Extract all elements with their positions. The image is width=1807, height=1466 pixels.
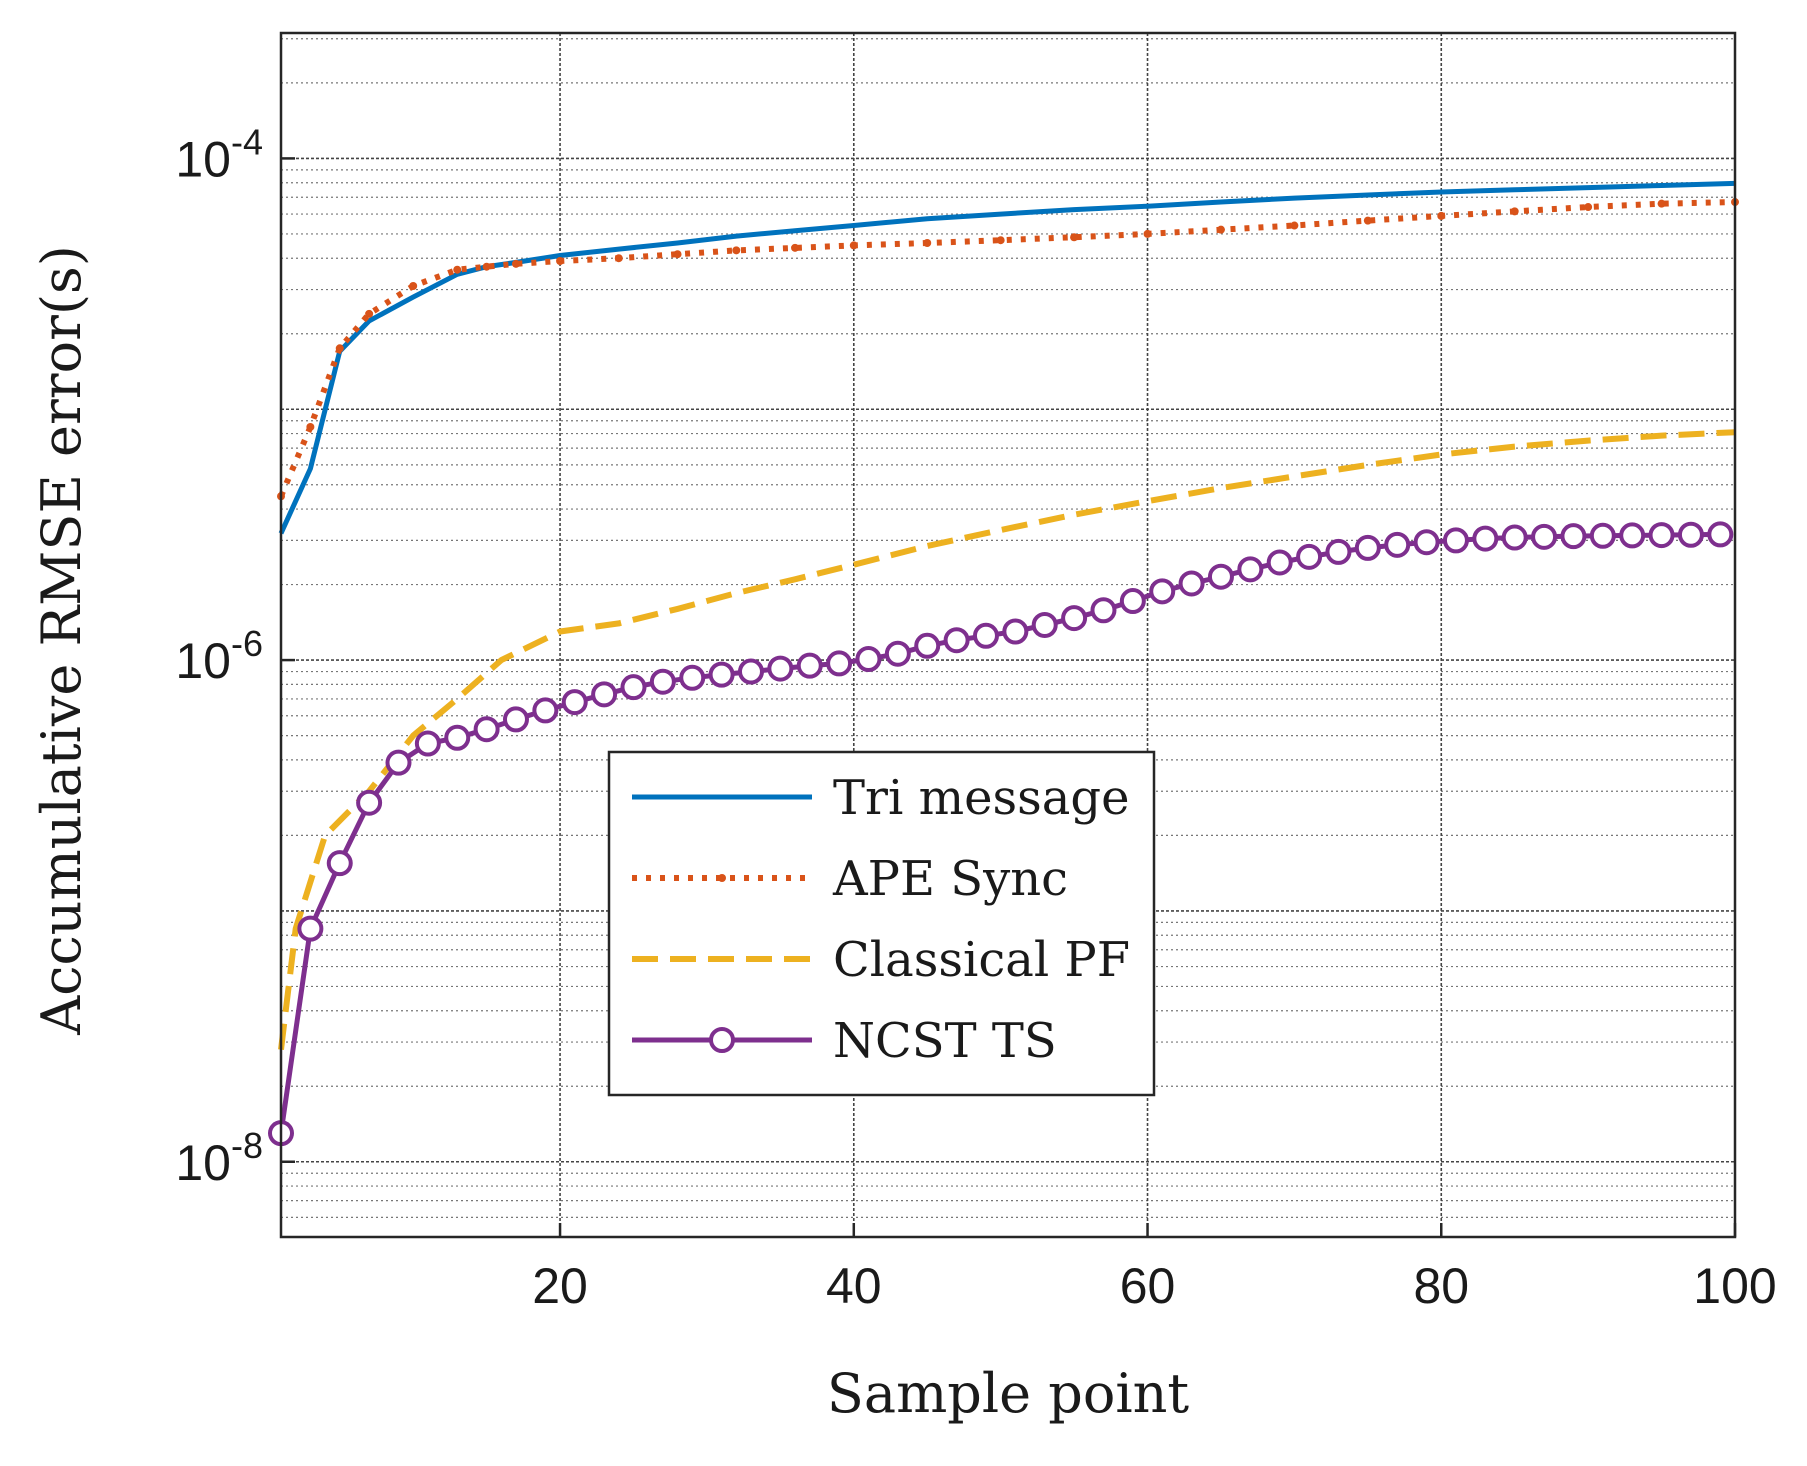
data-point bbox=[1384, 531, 1411, 558]
data-point bbox=[826, 650, 853, 677]
legend-label-3: NCST TS bbox=[833, 1013, 1057, 1069]
y-axis-ticks: 10-4 10-6 10-8 bbox=[175, 121, 295, 1191]
data-point bbox=[409, 282, 418, 291]
data-point bbox=[532, 697, 559, 724]
data-point bbox=[502, 706, 529, 733]
data-point bbox=[849, 241, 858, 250]
data-point bbox=[1061, 605, 1088, 632]
data-point bbox=[1707, 521, 1734, 548]
data-point bbox=[1149, 578, 1176, 605]
data-point bbox=[791, 243, 800, 252]
data-point bbox=[943, 627, 970, 654]
data-point bbox=[297, 915, 324, 942]
data-point bbox=[614, 254, 623, 263]
data-point bbox=[1501, 524, 1528, 551]
y-axis-label: Accumulative RMSE error(s) bbox=[30, 245, 93, 1036]
series-line-0 bbox=[278, 180, 1736, 535]
data-point bbox=[1354, 534, 1381, 561]
data-point bbox=[1143, 229, 1152, 238]
x-tick-label: 60 bbox=[1120, 1258, 1176, 1314]
y-tick-label: 10-6 bbox=[175, 623, 263, 689]
data-point bbox=[972, 622, 999, 649]
series-line-1 bbox=[278, 199, 1736, 498]
data-point bbox=[1510, 207, 1519, 216]
plot-frame bbox=[279, 31, 1737, 1239]
data-point bbox=[1266, 549, 1293, 576]
data-point bbox=[511, 259, 520, 268]
data-point bbox=[1363, 216, 1372, 225]
data-point bbox=[796, 652, 823, 679]
data-point bbox=[1216, 225, 1225, 234]
data-point bbox=[1413, 529, 1440, 556]
x-axis-ticks: 20 40 60 80 100 bbox=[532, 1223, 1777, 1314]
data-point bbox=[708, 661, 735, 688]
data-point bbox=[444, 724, 471, 751]
x-axis-label: Sample point bbox=[827, 1362, 1189, 1425]
data-point bbox=[356, 789, 383, 816]
data-point bbox=[737, 658, 764, 685]
legend-label-2: Classical PF bbox=[833, 932, 1130, 988]
data-point bbox=[996, 236, 1005, 245]
legend-label-0: Tri message bbox=[833, 770, 1130, 826]
data-point bbox=[365, 309, 374, 318]
data-point bbox=[767, 655, 794, 682]
data-point bbox=[1207, 563, 1234, 590]
data-point bbox=[1560, 523, 1587, 550]
data-point bbox=[1472, 525, 1499, 552]
legend: Tri message APE Sync Classical PF NCST TS bbox=[607, 750, 1156, 1097]
data-point bbox=[453, 265, 462, 274]
y-tick-label: 10-4 bbox=[175, 121, 263, 187]
data-point bbox=[1589, 522, 1616, 549]
data-point bbox=[923, 239, 932, 248]
data-point bbox=[1119, 588, 1146, 615]
data-point bbox=[732, 246, 741, 255]
data-point bbox=[679, 664, 706, 691]
data-point bbox=[482, 262, 491, 271]
data-point bbox=[1002, 618, 1029, 645]
data-point bbox=[1531, 523, 1558, 550]
data-point bbox=[673, 250, 682, 259]
data-point bbox=[326, 850, 353, 877]
data-point bbox=[306, 422, 315, 431]
x-tick-label: 40 bbox=[826, 1258, 882, 1314]
data-point bbox=[1325, 538, 1352, 565]
data-point bbox=[1237, 556, 1264, 583]
data-point bbox=[620, 674, 647, 701]
data-point bbox=[1657, 199, 1666, 208]
data-point bbox=[1178, 570, 1205, 597]
data-point bbox=[335, 344, 344, 353]
legend-label-1: APE Sync bbox=[832, 851, 1068, 907]
legend-marker bbox=[718, 874, 726, 882]
data-point bbox=[1290, 221, 1299, 230]
data-point bbox=[1619, 522, 1646, 549]
data-point bbox=[914, 632, 941, 659]
data-point bbox=[1031, 611, 1058, 638]
data-point bbox=[1442, 527, 1469, 554]
x-tick-label: 20 bbox=[532, 1258, 588, 1314]
data-point bbox=[1090, 597, 1117, 624]
data-point bbox=[1296, 543, 1323, 570]
x-tick-label: 100 bbox=[1693, 1258, 1776, 1314]
data-point bbox=[1648, 522, 1675, 549]
data-point bbox=[591, 681, 618, 708]
data-point bbox=[1437, 211, 1446, 220]
data-point bbox=[473, 716, 500, 743]
data-point bbox=[385, 749, 412, 776]
data-point bbox=[561, 689, 588, 716]
data-point bbox=[414, 730, 441, 757]
data-point bbox=[855, 645, 882, 672]
series-group bbox=[268, 180, 1739, 1147]
data-point bbox=[1584, 203, 1593, 212]
data-point bbox=[649, 668, 676, 695]
x-tick-label: 80 bbox=[1413, 1258, 1469, 1314]
legend-marker bbox=[709, 1027, 735, 1053]
data-point bbox=[1070, 233, 1079, 242]
data-point bbox=[884, 640, 911, 667]
data-point bbox=[1677, 521, 1704, 548]
data-point bbox=[556, 256, 565, 265]
y-tick-label: 10-8 bbox=[175, 1125, 263, 1191]
series-line-2 bbox=[278, 429, 1736, 1050]
